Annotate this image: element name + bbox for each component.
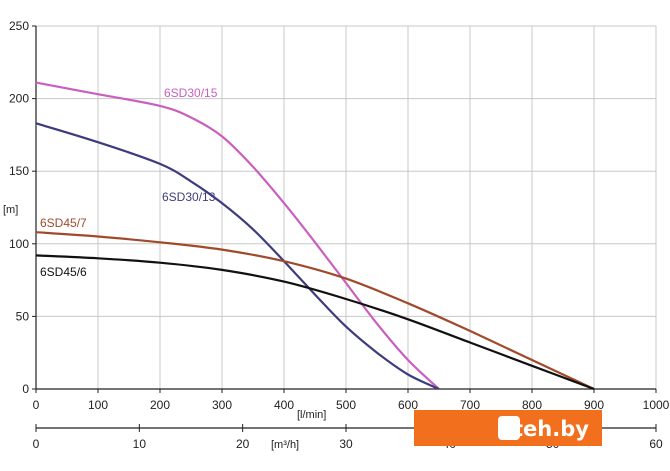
x-tick-label: 100 xyxy=(88,398,108,412)
y-tick-label: 50 xyxy=(16,309,30,323)
x2-tick-label: 20 xyxy=(236,437,250,451)
watermark: teh.by xyxy=(414,410,602,446)
x2-tick-label: 30 xyxy=(339,437,353,451)
y-tick-label: 250 xyxy=(9,19,29,33)
x-tick-label: 300 xyxy=(212,398,232,412)
series-label-6sd30-13: 6SD30/13 xyxy=(162,190,216,204)
x2-tick-label: 10 xyxy=(133,437,147,451)
x-tick-label: 600 xyxy=(398,398,418,412)
x-axis-ticks: 0 100 200 300 400 500 600 700 800 900 1000 xyxy=(33,389,670,412)
grid xyxy=(36,25,657,389)
series-label-6sd30-15: 6SD30/15 xyxy=(164,86,218,100)
x-tick-label: 200 xyxy=(150,398,170,412)
series-line-6sd30-13 xyxy=(35,122,440,390)
x-tick-label: 500 xyxy=(336,398,356,412)
watermark-logo-icon xyxy=(498,416,520,440)
x-tick-label: 1000 xyxy=(643,398,670,412)
series-labels: 6SD30/15 6SD30/13 6SD45/7 6SD45/6 xyxy=(40,86,218,279)
x-axis-label: [l/min] xyxy=(297,409,326,421)
y-axis-ticks: 0 50 100 150 200 250 xyxy=(9,19,36,396)
series-line-6sd45-6 xyxy=(35,254,595,391)
series-label-6sd45-7: 6SD45/7 xyxy=(40,216,87,230)
series-lines xyxy=(35,81,595,391)
x-tick-label: 800 xyxy=(522,398,542,412)
x2-tick-label: 60 xyxy=(649,437,663,451)
secondary-x-axis-label: [m³/h] xyxy=(271,439,299,451)
series-line-6sd45-7 xyxy=(35,231,595,390)
watermark-text: teh.by xyxy=(513,417,589,441)
series-line-6sd30-15 xyxy=(35,81,440,390)
x-tick-label: 0 xyxy=(33,398,40,412)
y-tick-label: 0 xyxy=(22,382,29,396)
x2-tick-label: 0 xyxy=(33,437,40,451)
y-axis-label: [m] xyxy=(3,204,18,216)
x-tick-label: 700 xyxy=(460,398,480,412)
x-tick-label: 400 xyxy=(274,398,294,412)
y-tick-label: 100 xyxy=(9,237,29,251)
series-label-6sd45-6: 6SD45/6 xyxy=(40,265,87,279)
y-tick-label: 200 xyxy=(9,92,29,106)
y-tick-label: 150 xyxy=(9,164,29,178)
x-tick-label: 900 xyxy=(584,398,604,412)
